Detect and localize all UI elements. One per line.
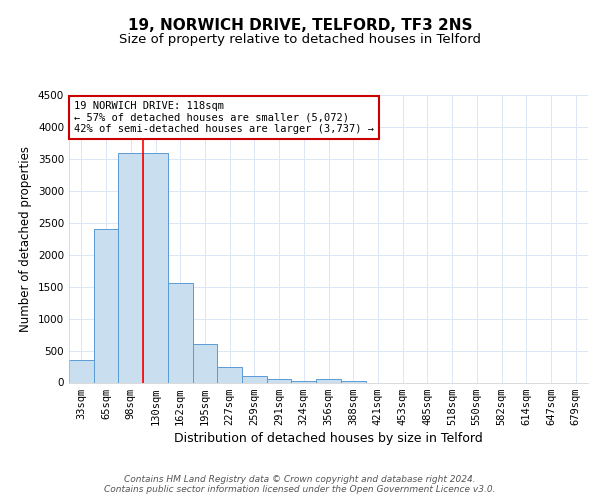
Bar: [168, 284, 193, 382]
Bar: [94, 229, 118, 382]
X-axis label: Distribution of detached houses by size in Telford: Distribution of detached houses by size …: [174, 432, 483, 445]
Text: Contains HM Land Registry data © Crown copyright and database right 2024.
Contai: Contains HM Land Registry data © Crown c…: [104, 474, 496, 494]
Bar: [341, 381, 365, 382]
Bar: [292, 381, 316, 382]
Bar: [193, 344, 217, 383]
Bar: [316, 380, 341, 382]
Text: Size of property relative to detached houses in Telford: Size of property relative to detached ho…: [119, 32, 481, 46]
Bar: [242, 376, 267, 382]
Bar: [69, 360, 94, 382]
Bar: [217, 366, 242, 382]
Text: 19 NORWICH DRIVE: 118sqm
← 57% of detached houses are smaller (5,072)
42% of sem: 19 NORWICH DRIVE: 118sqm ← 57% of detach…: [74, 101, 374, 134]
Bar: [267, 380, 292, 382]
Bar: [118, 152, 143, 382]
Text: 19, NORWICH DRIVE, TELFORD, TF3 2NS: 19, NORWICH DRIVE, TELFORD, TF3 2NS: [128, 18, 472, 32]
Bar: [143, 152, 168, 382]
Y-axis label: Number of detached properties: Number of detached properties: [19, 146, 32, 332]
